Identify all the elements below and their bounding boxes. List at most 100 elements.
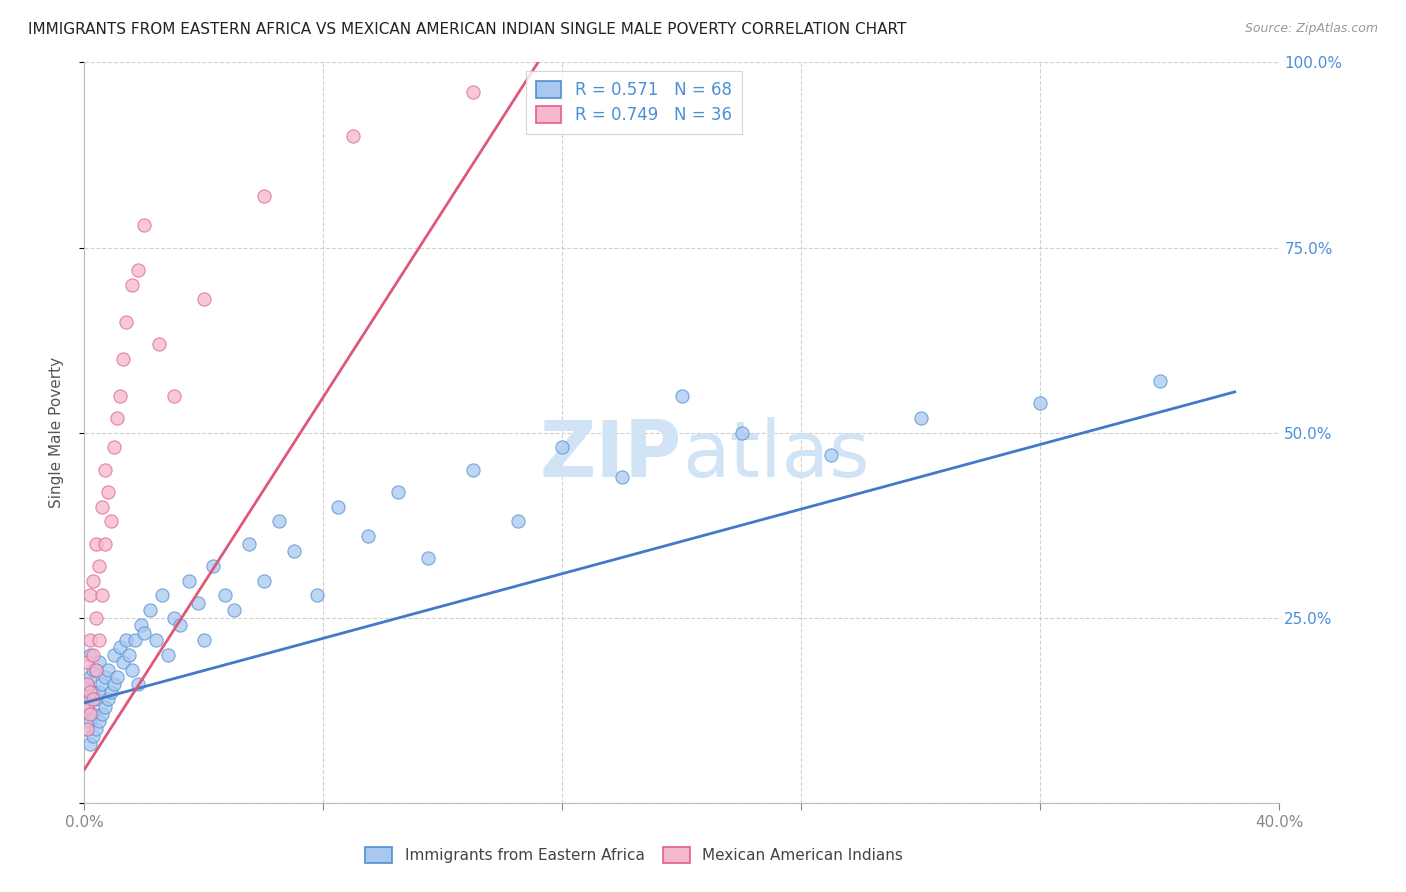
Point	[79, 648, 101, 662]
Point	[163, 610, 186, 624]
Point	[82, 685, 104, 699]
Point	[82, 729, 104, 743]
Text: ZIP: ZIP	[540, 417, 682, 493]
Point	[283, 544, 305, 558]
Text: atlas: atlas	[682, 417, 869, 493]
Point	[112, 351, 135, 366]
Point	[76, 699, 98, 714]
Point	[76, 722, 98, 736]
Point	[127, 262, 149, 277]
Point	[820, 448, 842, 462]
Point	[163, 388, 186, 402]
Point	[76, 655, 98, 669]
Point	[82, 648, 104, 662]
Point	[91, 677, 114, 691]
Point	[267, 515, 290, 529]
Legend: Immigrants from Eastern Africa, Mexican American Indians: Immigrants from Eastern Africa, Mexican …	[359, 841, 910, 869]
Point	[86, 692, 108, 706]
Point	[79, 706, 101, 721]
Point	[253, 574, 276, 588]
Y-axis label: Single Male Poverty: Single Male Poverty	[49, 357, 63, 508]
Point	[94, 670, 117, 684]
Point	[139, 603, 162, 617]
Point	[148, 336, 170, 351]
Text: Source: ZipAtlas.com: Source: ZipAtlas.com	[1244, 22, 1378, 36]
Point	[127, 677, 149, 691]
Point	[76, 677, 98, 691]
Point	[387, 484, 409, 499]
Point	[79, 714, 101, 729]
Point	[94, 699, 117, 714]
Point	[79, 670, 101, 684]
Point	[82, 706, 104, 721]
Point	[357, 529, 380, 543]
Point	[118, 648, 141, 662]
Point	[193, 632, 215, 647]
Point	[97, 484, 120, 499]
Point	[307, 589, 329, 603]
Point	[82, 574, 104, 588]
Point	[103, 441, 125, 455]
Point	[76, 722, 98, 736]
Point	[253, 188, 276, 202]
Point	[86, 663, 108, 677]
Point	[910, 410, 932, 425]
Point	[91, 500, 114, 514]
Point	[201, 558, 224, 573]
Point	[79, 632, 101, 647]
Point	[121, 663, 143, 677]
Point	[79, 737, 101, 751]
Point	[103, 677, 125, 691]
Point	[461, 85, 484, 99]
Point	[1149, 374, 1171, 388]
Point	[124, 632, 146, 647]
Point	[551, 441, 574, 455]
Point	[105, 410, 128, 425]
Point	[100, 515, 122, 529]
Point	[89, 714, 111, 729]
Point	[222, 603, 245, 617]
Point	[187, 596, 209, 610]
Point	[112, 655, 135, 669]
Point	[416, 551, 439, 566]
Point	[105, 670, 128, 684]
Point	[110, 640, 132, 655]
Point	[82, 692, 104, 706]
Point	[86, 722, 108, 736]
Point	[132, 219, 156, 233]
Point	[145, 632, 167, 647]
Point	[110, 388, 132, 402]
Text: IMMIGRANTS FROM EASTERN AFRICA VS MEXICAN AMERICAN INDIAN SINGLE MALE POVERTY CO: IMMIGRANTS FROM EASTERN AFRICA VS MEXICA…	[28, 22, 907, 37]
Point	[86, 536, 108, 550]
Point	[214, 589, 236, 603]
Point	[671, 388, 693, 402]
Point	[150, 589, 173, 603]
Point	[79, 589, 101, 603]
Point	[177, 574, 200, 588]
Point	[342, 129, 364, 144]
Point	[132, 625, 156, 640]
Point	[103, 648, 125, 662]
Point	[82, 663, 104, 677]
Point	[91, 706, 114, 721]
Point	[121, 277, 143, 292]
Point	[328, 500, 350, 514]
Point	[1029, 396, 1052, 410]
Point	[76, 677, 98, 691]
Point	[100, 685, 122, 699]
Point	[89, 655, 111, 669]
Point	[157, 648, 180, 662]
Point	[86, 663, 108, 677]
Point	[97, 663, 120, 677]
Point	[129, 618, 152, 632]
Point	[79, 692, 101, 706]
Point	[506, 515, 529, 529]
Point	[193, 293, 215, 307]
Point	[79, 685, 101, 699]
Point	[94, 536, 117, 550]
Point	[238, 536, 260, 550]
Point	[89, 685, 111, 699]
Point	[731, 425, 754, 440]
Point	[461, 462, 484, 476]
Point	[91, 589, 114, 603]
